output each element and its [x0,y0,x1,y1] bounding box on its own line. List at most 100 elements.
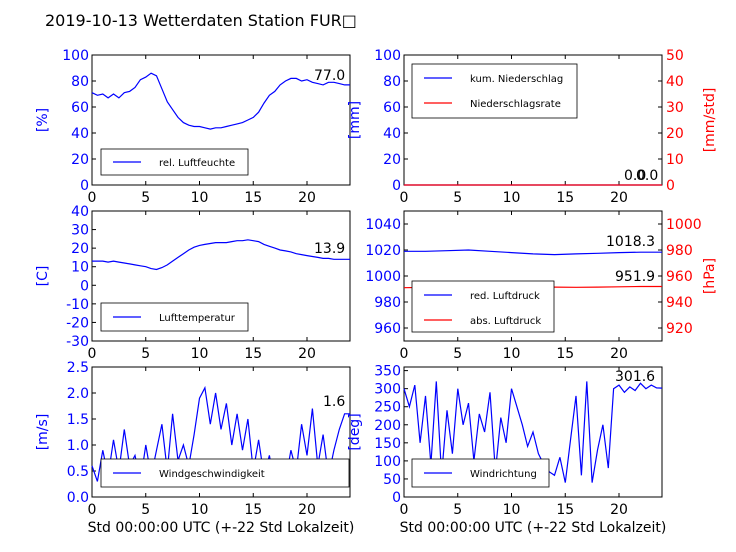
series-line-1 [91,72,350,130]
x-tick-label: 5 [453,502,462,518]
x-tick-label: 5 [141,346,150,362]
value-annotation: 951.9 [615,269,655,285]
y2-tick-label: 1000 [666,217,702,233]
x-tick-label: 5 [453,190,462,206]
figure-title: 2019-10-13 Wetterdaten Station FUR□ [45,11,357,30]
legend-label: red. Luftdruck [470,291,540,302]
y2-tick-label: 40 [666,74,684,90]
value-annotation: 13.9 [314,241,345,257]
y-axis-label: [deg] [347,413,363,450]
legend-label: Windgeschwindigkeit [159,469,265,480]
series-line-1 [403,381,663,483]
y2-axis-label: [hPa] [702,258,718,294]
legend-label: Lufttemperatur [159,313,236,324]
y-tick-label: 150 [374,436,401,452]
x-tick-label: 20 [298,190,316,206]
y2-tick-label: 0 [666,178,675,194]
chart-pressure: 0 5 10 15 20 960 980 1000 1020 1040 920 940 960 980 10… [365,210,718,362]
y-tick-label: 60 [71,100,89,116]
value-annotation: 1.6 [323,394,345,410]
y2-tick-label: 10 [666,152,684,168]
x-tick-label: 15 [244,346,262,362]
y-tick-label: 0.5 [67,464,89,480]
x-tick-label: 5 [141,502,150,518]
y-tick-label: 250 [374,400,401,416]
x-tick-label: 10 [191,190,209,206]
y-tick-label: 40 [383,126,401,142]
y-tick-label: 50 [383,472,401,488]
value-annotation: 1018.3 [606,234,655,250]
chart-temperature: 0 5 10 15 20 -30 -20 -10 0 10 20 30 40 [C] Lufttempera… [35,204,351,362]
x-tick-label: 15 [244,190,262,206]
legend-label: Windrichtung [470,469,537,480]
legend-box [100,148,249,176]
y-tick-label: 20 [383,152,401,168]
y-tick-label: 1000 [365,269,401,285]
y-tick-label: 200 [374,418,401,434]
x-tick-label: 20 [298,502,316,518]
y-tick-label: 1.5 [67,412,89,428]
chart-windspeed: 0 5 10 15 20 0.0 0.5 1.0 1.5 2.0 2.5 [m/s] Windgesch… [35,360,351,518]
y-tick-label: -10 [66,297,89,313]
y-tick-label: 960 [374,321,401,337]
y-tick-label: 2.0 [67,386,89,402]
series-line-1 [404,249,662,256]
legend-label: rel. Luftfeuchte [159,158,235,169]
x-tick-label: 20 [610,190,628,206]
legend-label: Niederschlagsrate [470,99,561,110]
y-axis-label: [%] [35,108,51,132]
y-axis-label: [mm] [347,101,363,139]
x-tick-label: 15 [556,502,574,518]
y-tick-label: 1020 [365,243,401,259]
value-annotation: 0.0 [624,168,646,184]
legend-box [411,63,578,119]
y-axis-label: [m/s] [35,414,51,451]
x-tick-label: 5 [453,346,462,362]
legend-label: kum. Niederschlag [470,74,563,85]
y-tick-label: -30 [66,334,89,350]
series-line-1 [92,239,350,271]
x-tick-label: 15 [556,346,574,362]
y-tick-label: 80 [71,74,89,90]
y-tick-label: 2.5 [67,360,89,376]
y-tick-label: 100 [374,48,401,64]
x-tick-label: 0 [88,346,97,362]
y2-tick-label: 30 [666,100,684,116]
x-tick-label: 20 [610,346,628,362]
y-tick-label: 0 [392,490,401,506]
y-tick-label: 10 [71,260,89,276]
y-tick-label: 1040 [365,217,401,233]
y-axis-label: [C] [35,266,51,287]
value-annotation: 77.0 [314,68,345,84]
y2-tick-label: 980 [666,243,693,259]
y2-tick-label: 20 [666,126,684,142]
y-tick-label: 40 [71,126,89,142]
chart-humidity: 0 5 10 15 20 0 20 40 60 80 100 [%] rel. Luftfeuchte 7… [35,48,351,206]
y-tick-label: 0.0 [67,490,89,506]
y-tick-label: 30 [71,223,89,239]
x-tick-label: 0 [88,190,97,206]
y-tick-label: 60 [383,100,401,116]
x-tick-label: 10 [191,346,209,362]
x-tick-label: 5 [141,190,150,206]
x-tick-label: 15 [556,190,574,206]
y-tick-label: 980 [374,295,401,311]
y-tick-label: 40 [71,204,89,220]
y-tick-label: 100 [62,48,89,64]
y-tick-label: -20 [66,315,89,331]
x-tick-label: 0 [88,502,97,518]
series-line-1 [91,385,350,487]
legend-box [411,280,555,333]
x-tick-label: 20 [610,502,628,518]
legend-box [100,458,350,488]
x-tick-label: 0 [400,190,409,206]
value-annotation: 301.6 [615,369,655,385]
y-tick-label: 0 [392,178,401,194]
x-tick-label: 15 [244,502,262,518]
y-tick-label: 350 [374,364,401,380]
y-tick-label: 0 [80,178,89,194]
y2-tick-label: 940 [666,295,693,311]
chart-precipitation: 0 5 10 15 20 0 20 40 60 80 100 0 10 20 30 40 50 [mm] [mm/s… [347,48,718,206]
